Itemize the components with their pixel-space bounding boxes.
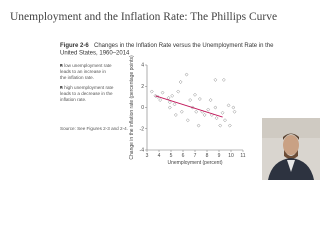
point	[213, 105, 218, 110]
x-tick-label: 8	[206, 153, 209, 159]
point	[206, 107, 211, 112]
caption-line: United States, 1960–2014	[60, 51, 130, 57]
y-tick-label: 2	[141, 84, 144, 90]
y-tick-label: -2	[140, 126, 145, 132]
point	[172, 102, 177, 107]
point	[179, 109, 184, 114]
point	[221, 77, 226, 82]
y-tick-label: -4	[140, 148, 145, 154]
point	[231, 105, 236, 110]
slide: Unemployment and the Inflation Rate: The…	[10, 11, 320, 180]
point	[176, 89, 181, 94]
point	[196, 123, 201, 128]
caption-line: Changes in the Inflation Rate versus the…	[94, 43, 274, 49]
note-bullet	[60, 64, 63, 67]
y-tick-label: 4	[141, 63, 144, 69]
figure-label: Figure 2-6	[60, 43, 89, 49]
point	[173, 112, 178, 117]
note-line: leads to a decrease in the	[60, 91, 113, 96]
point	[232, 109, 237, 114]
note-line: leads to an increase in	[60, 69, 106, 74]
point	[153, 93, 158, 98]
point	[218, 123, 223, 128]
x-axis-label: Unemployment (percent)	[167, 160, 222, 166]
point	[223, 118, 227, 123]
point	[220, 110, 225, 115]
x-tick-label: 10	[228, 153, 234, 159]
point	[194, 109, 199, 114]
point	[178, 80, 183, 84]
slide-title: Unemployment and the Inflation Rate: The…	[10, 11, 277, 23]
point	[208, 98, 213, 103]
point	[160, 90, 165, 95]
point	[185, 118, 190, 123]
note-line: inflation rate.	[60, 97, 86, 102]
point	[188, 98, 193, 103]
x-tick-label: 6	[182, 153, 185, 159]
webcam	[262, 118, 320, 180]
point	[149, 89, 154, 94]
point	[202, 112, 207, 117]
note-bullet	[60, 86, 63, 89]
point	[227, 123, 232, 128]
x-tick-label: 4	[158, 153, 161, 159]
point	[213, 77, 218, 82]
point	[197, 97, 202, 101]
note-line: A high unemployment rate	[60, 85, 114, 90]
point	[184, 72, 189, 77]
x-tick-label: 9	[218, 153, 221, 159]
note-line: the inflation rate.	[60, 75, 94, 80]
point	[167, 100, 172, 105]
x-tick-label: 11	[240, 153, 245, 159]
x-tick-label: 3	[146, 153, 149, 159]
y-axis-label: Change in the inflation rate (percentage…	[129, 55, 135, 160]
x-tick-label: 7	[194, 153, 197, 159]
point	[158, 98, 163, 103]
fit-line	[155, 95, 223, 118]
point	[226, 103, 231, 108]
point	[167, 105, 172, 110]
source: Source: See Figures 2-3 and 2-4.	[60, 126, 128, 131]
point	[170, 93, 175, 98]
point	[193, 92, 197, 97]
y-tick-label: 0	[141, 105, 144, 111]
note-line: A low unemployment rate	[60, 63, 112, 68]
point	[214, 116, 219, 121]
x-tick-label: 5	[170, 153, 173, 159]
